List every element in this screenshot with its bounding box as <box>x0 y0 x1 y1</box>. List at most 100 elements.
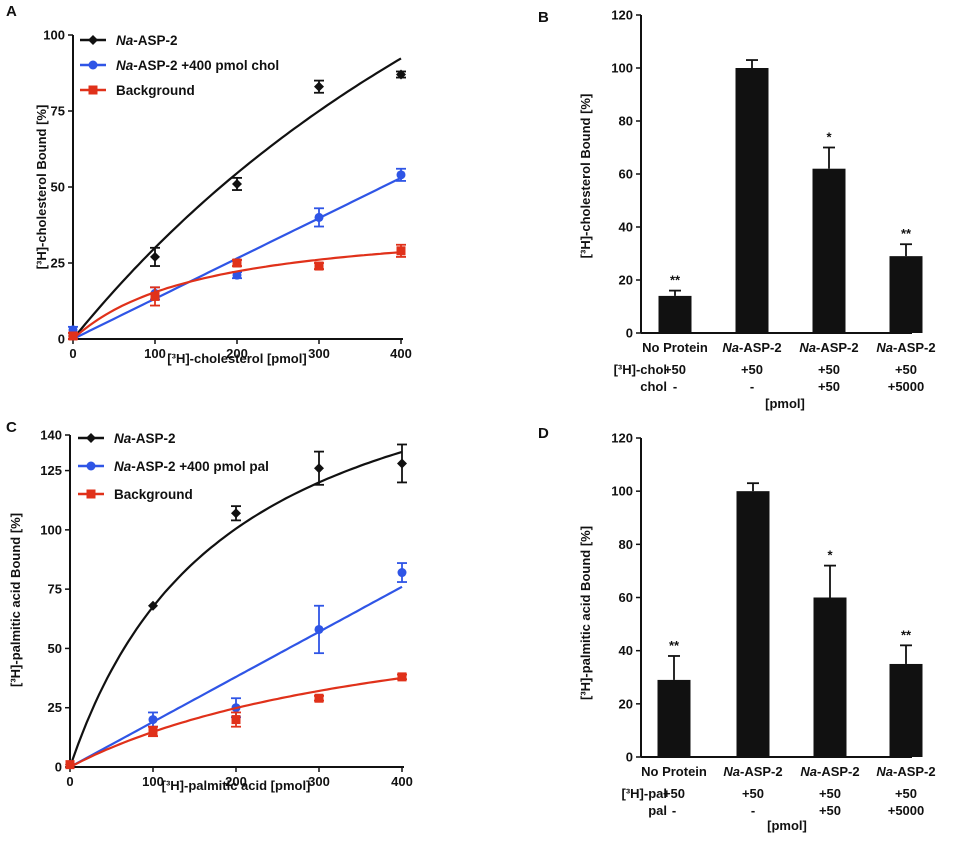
bgA-point <box>396 246 406 256</box>
panel-a-legend-label: Na-ASP-2 <box>116 33 178 48</box>
panel-a-y-tick-label: 50 <box>51 180 65 195</box>
panel-b-bar <box>889 256 923 333</box>
aspC-point <box>231 508 241 519</box>
palC-point <box>314 624 324 634</box>
panel-d-bar <box>736 491 770 757</box>
panel-b-bar <box>658 295 692 333</box>
panel-d-significance-label: ** <box>669 638 680 653</box>
cholA-point <box>396 170 406 180</box>
panel-c-legend-label: Na-ASP-2 <box>114 431 176 446</box>
panel-b-unit-label: [pmol] <box>765 396 805 411</box>
panel-d-row1-value: +50 <box>663 786 685 801</box>
panel-c-y-tick-label: 140 <box>40 428 62 443</box>
panel-b-significance-label: * <box>826 130 832 145</box>
panel-a-y-axis-title: [³H]-cholesterol Bound [%] <box>34 105 49 270</box>
panel-a-x-axis-title: [³H]-cholesterol [pmol] <box>167 351 306 366</box>
panel-a-series-bgA <box>68 243 406 341</box>
bgC-fit-line <box>69 676 403 768</box>
panel-c-legend-swatch-marker <box>86 433 96 443</box>
panel-d-significance-label: ** <box>901 627 912 642</box>
panel-d-bar <box>813 597 847 757</box>
panel-d-row1-value: +50 <box>819 786 841 801</box>
panel-b-category-label: Na-ASP-2 <box>876 340 935 355</box>
bgC-point <box>314 693 324 703</box>
panel-c-x-tick-label: 0 <box>66 774 73 789</box>
panel-a-legend-swatch-marker <box>88 35 98 45</box>
panel-b-row2-value: +5000 <box>888 379 925 394</box>
aspA-point <box>396 69 406 80</box>
panel-a-legend-label: Na-ASP-2 +400 pmol chol <box>116 58 279 73</box>
bgA-point <box>314 261 324 271</box>
panel-d-unit-label: [pmol] <box>767 818 807 833</box>
panel-c-series-aspC <box>65 443 407 770</box>
cholA-point <box>314 212 324 222</box>
panel-d: D 0 20 40 60 80 100 120 ** No Protein +50 - Na-ASP-… <box>538 425 936 833</box>
panel-c-y-tick-label: 25 <box>48 700 62 715</box>
panel-b-row2-label: chol <box>640 379 667 394</box>
panel-b-row2-value: - <box>673 379 677 394</box>
panel-letter-b: B <box>538 9 549 26</box>
panel-b-y-tick-label: 20 <box>619 273 633 288</box>
panel-a-series-cholA <box>68 167 406 340</box>
panel-d-row1-value: +50 <box>895 786 917 801</box>
panel-d-category-label: Na-ASP-2 <box>723 764 782 779</box>
panel-b-plot: 0 20 40 60 80 100 120 ** No Protein +50 - Na-ASP-2 +… <box>611 8 935 412</box>
panel-b-row1-value: +50 <box>664 362 686 377</box>
panel-d-bar <box>889 663 923 757</box>
panel-c-legend-label: Na-ASP-2 +400 pmol pal <box>114 459 269 474</box>
aspA-point <box>314 81 324 92</box>
panel-c-y-axis-title: [³H]-palmitic acid Bound [%] <box>8 513 23 687</box>
panel-a-legend-swatch-marker <box>88 85 98 95</box>
panel-b-row1-value: +50 <box>818 362 840 377</box>
panel-c-y-tick-label: 125 <box>40 463 62 478</box>
panel-b-bar <box>812 168 846 333</box>
aspC-fit-line <box>68 450 403 768</box>
panel-c-x-axis-title: [³H]-palmitic acid [pmol] <box>162 778 311 793</box>
panel-d-row1-value: +50 <box>742 786 764 801</box>
panel-d-row2-label: pal <box>648 803 667 818</box>
panel-b-significance-label: ** <box>901 226 912 241</box>
panel-b-y-tick-label: 60 <box>619 167 633 182</box>
panel-a-plot: 0 25 50 75 100 0 100 200 300 400 Na-ASP-2 Na-ASP-2 … <box>43 28 412 362</box>
panel-a-legend-swatch-marker <box>88 60 98 70</box>
panel-c-x-tick-label: 400 <box>391 774 413 789</box>
aspC-point <box>397 458 407 469</box>
panel-c-series-bgC <box>65 672 407 770</box>
bgC-point <box>65 760 75 770</box>
panel-b-row1-value: +50 <box>741 362 763 377</box>
panel-letter-d: D <box>538 425 549 442</box>
panel-d-row2-value: +50 <box>819 803 841 818</box>
panel-c-x-tick-label: 200 <box>225 774 247 789</box>
bgC-point <box>148 726 158 736</box>
panel-d-row2-value: - <box>751 803 755 818</box>
panel-b-y-axis-title: [³H]-cholesterol Bound [%] <box>578 94 593 259</box>
panel-letter-c: C <box>6 419 17 436</box>
panel-d-category-label: Na-ASP-2 <box>800 764 859 779</box>
panel-d-y-tick-label: 100 <box>611 484 633 499</box>
bgA-point <box>68 331 78 341</box>
panel-b-row1-value: +50 <box>895 362 917 377</box>
panel-b-category-label: Na-ASP-2 <box>799 340 858 355</box>
bgC-point <box>397 672 407 682</box>
aspA-point <box>150 251 160 262</box>
panel-b-significance-label: ** <box>670 273 681 288</box>
panel-a-x-tick-label: 400 <box>390 346 412 361</box>
panel-d-y-tick-label: 40 <box>619 643 633 658</box>
panel-a-y-tick-label: 25 <box>51 256 65 271</box>
panel-d-y-tick-label: 60 <box>619 590 633 605</box>
panel-c-y-tick-label: 50 <box>48 641 62 656</box>
panel-b-y-tick-label: 100 <box>611 61 633 76</box>
panel-d-row2-value: - <box>672 803 676 818</box>
panel-c-legend-label: Background <box>114 487 193 502</box>
panel-d-y-tick-label: 120 <box>611 431 633 446</box>
panel-c-legend-swatch-marker <box>86 489 96 499</box>
panel-b-row2-value: - <box>750 379 754 394</box>
panel-b-bar <box>735 68 769 333</box>
panel-c-x-tick-label: 300 <box>308 774 330 789</box>
panel-d-y-axis-title: [³H]-palmitic acid Bound [%] <box>578 526 593 700</box>
panel-b-category-label: Na-ASP-2 <box>722 340 781 355</box>
panel-a-legend-label: Background <box>116 83 195 98</box>
